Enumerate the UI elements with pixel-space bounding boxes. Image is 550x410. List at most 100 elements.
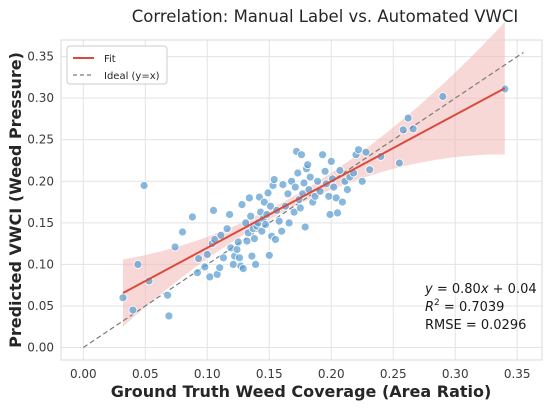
data-point <box>194 254 204 264</box>
data-point <box>324 191 334 201</box>
fit-line <box>122 87 506 294</box>
data-point <box>163 290 173 300</box>
y-tick-label: 0.20 <box>27 174 54 188</box>
data-point <box>290 182 300 192</box>
x-tick-labels: 0.00 0.05 0.10 0.15 0.20 0.25 0.30 0.35 <box>70 367 531 381</box>
data-point <box>249 234 259 244</box>
data-point <box>335 166 345 175</box>
data-point <box>394 158 404 168</box>
x-axis-label: Ground Truth Weed Coverage (Area Ratio) <box>111 382 492 401</box>
data-point <box>283 189 293 199</box>
data-point <box>244 193 254 203</box>
y-tick-label: 0.30 <box>27 91 54 105</box>
data-point <box>133 259 143 269</box>
data-point <box>257 226 267 236</box>
data-point <box>170 242 180 252</box>
data-point <box>259 197 269 207</box>
data-point <box>277 226 287 236</box>
data-point <box>300 222 310 232</box>
data-point <box>403 113 413 123</box>
data-point <box>118 293 128 303</box>
data-point <box>187 212 197 222</box>
data-point <box>305 172 315 182</box>
fit-annotation: y = 0.80x + 0.04 R2 = 0.7039 RMSE = 0.02… <box>424 282 537 333</box>
data-point <box>192 268 202 278</box>
data-point <box>128 305 138 315</box>
data-point <box>342 185 352 195</box>
data-point <box>295 203 305 213</box>
data-point <box>297 150 306 160</box>
data-point <box>235 253 244 263</box>
data-point <box>246 211 256 221</box>
data-point <box>269 175 279 185</box>
y-tick-label: 0.00 <box>27 341 54 355</box>
data-point <box>232 245 242 254</box>
y-tick-label: 0.15 <box>27 216 54 230</box>
x-tick-label: 0.35 <box>504 367 531 381</box>
data-point <box>215 263 225 273</box>
data-point <box>331 193 341 203</box>
plot-frame <box>60 39 543 361</box>
y-tick-label: 0.05 <box>27 299 54 313</box>
legend: Fit Ideal (y=x) <box>66 45 168 85</box>
data-point <box>320 166 330 176</box>
data-point <box>318 150 328 160</box>
legend-fit-label: Fit <box>104 54 116 65</box>
x-tick-label: 0.05 <box>132 367 159 381</box>
data-point <box>365 165 375 175</box>
data-point <box>247 251 257 261</box>
y-tick-label: 0.35 <box>27 50 54 64</box>
data-point <box>218 253 228 263</box>
x-tick-label: 0.30 <box>442 367 469 381</box>
data-point <box>178 227 187 237</box>
data-point <box>274 216 284 226</box>
data-points <box>118 84 510 321</box>
x-tick-label: 0.15 <box>256 367 283 381</box>
x-tick-label: 0.00 <box>70 367 97 381</box>
y-axis-label: Predicted VWCI (Weed Pressure) <box>6 52 25 348</box>
data-point <box>293 168 303 178</box>
data-point <box>313 176 323 186</box>
data-point <box>205 272 215 282</box>
annotation-equation: y = 0.80x + 0.04 <box>424 282 537 297</box>
fit-line-layer <box>122 87 506 294</box>
data-point <box>164 311 174 321</box>
y-tick-labels: 0.00 0.05 0.10 0.15 0.20 0.25 0.30 0.35 <box>27 50 54 355</box>
chart-title: Correlation: Manual Label vs. Automated … <box>132 7 518 26</box>
data-point <box>242 236 252 246</box>
data-point <box>209 205 218 215</box>
data-point <box>222 224 232 234</box>
data-point <box>225 210 235 219</box>
data-point <box>261 220 270 229</box>
data-point <box>303 160 313 170</box>
data-point <box>139 181 149 190</box>
y-tick-label: 0.25 <box>27 133 54 147</box>
data-point <box>354 145 363 155</box>
data-point <box>408 124 418 134</box>
data-point <box>325 210 335 219</box>
data-point <box>284 218 294 228</box>
confidence-band-layer <box>123 22 505 327</box>
data-point <box>263 188 273 198</box>
data-point <box>398 125 408 135</box>
annotation-r2: R2 = 0.7039 <box>425 298 504 315</box>
data-point <box>357 176 367 186</box>
data-point <box>361 147 371 157</box>
x-tick-label: 0.25 <box>380 367 407 381</box>
data-point <box>216 230 226 240</box>
x-tick-label: 0.10 <box>194 367 221 381</box>
data-point <box>202 249 212 259</box>
data-point <box>200 262 210 272</box>
data-point <box>264 250 274 260</box>
data-point <box>266 201 275 211</box>
data-point <box>233 237 243 247</box>
data-point <box>289 207 299 217</box>
data-point <box>333 208 342 218</box>
data-point <box>438 92 448 101</box>
confidence-band <box>123 22 505 327</box>
annotation-rmse: RMSE = 0.0296 <box>425 318 526 333</box>
data-point <box>271 235 280 244</box>
data-point <box>238 264 248 274</box>
data-point <box>329 182 339 192</box>
